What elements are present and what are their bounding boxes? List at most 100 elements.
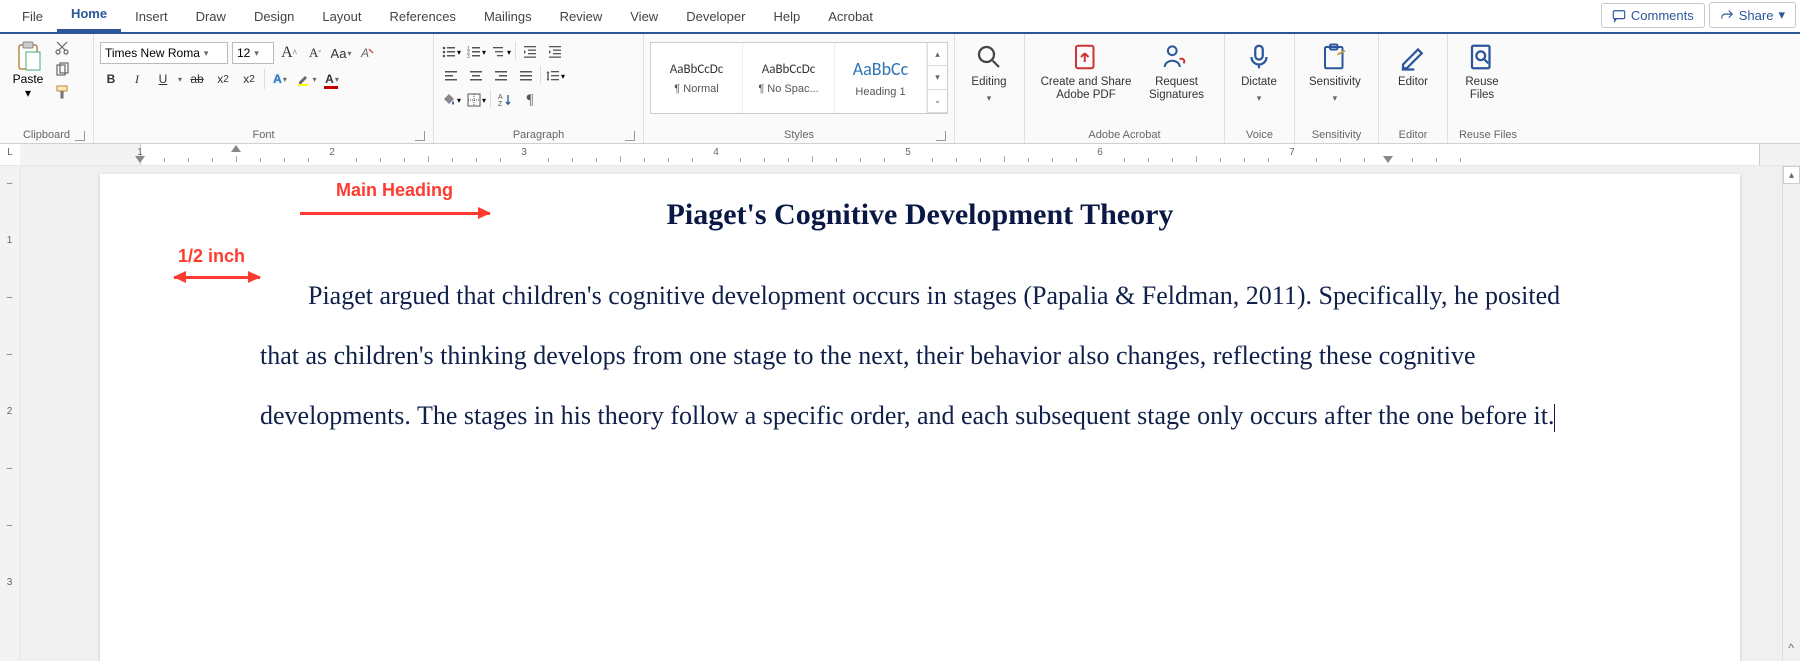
grow-font-button[interactable]: A^: [278, 42, 300, 64]
annotation-main-heading: Main Heading: [336, 180, 453, 201]
tab-acrobat[interactable]: Acrobat: [814, 1, 887, 32]
increase-indent-button[interactable]: [544, 42, 566, 62]
bold-button[interactable]: B: [100, 68, 122, 90]
comments-button[interactable]: Comments: [1601, 3, 1705, 28]
editor-button[interactable]: Editor: [1385, 38, 1441, 93]
vertical-scrollbar[interactable]: ▴: [1782, 166, 1800, 661]
document-body[interactable]: Piaget argued that children's cognitive …: [260, 266, 1580, 445]
numbering-button[interactable]: 123▾: [465, 42, 487, 62]
share-button[interactable]: Share ▾: [1709, 2, 1796, 28]
svg-text:A: A: [360, 46, 369, 60]
group-label-reuse: Reuse Files: [1454, 126, 1522, 143]
scroll-up-button[interactable]: ▴: [1783, 166, 1800, 184]
styles-gallery[interactable]: AaBbCcDc ¶ Normal AaBbCcDc ¶ No Spac... …: [650, 42, 948, 114]
group-editing: Editing ▾: [955, 34, 1025, 143]
chevron-down-icon: ▾: [25, 86, 31, 100]
shrink-font-button[interactable]: Aˇ: [304, 42, 326, 64]
borders-button[interactable]: ▾: [465, 90, 487, 110]
dialog-launcher-icon[interactable]: [625, 131, 635, 141]
styles-scroll[interactable]: ▴▾⌄: [927, 43, 947, 113]
comment-icon: [1612, 9, 1626, 23]
group-label-acrobat: Adobe Acrobat: [1031, 126, 1218, 143]
highlight-button[interactable]: ▾: [295, 68, 317, 90]
tab-help[interactable]: Help: [759, 1, 814, 32]
style-normal[interactable]: AaBbCcDc ¶ Normal: [651, 43, 743, 113]
align-right-button[interactable]: [490, 66, 512, 86]
shading-button[interactable]: ▾: [440, 90, 462, 110]
text-effects-button[interactable]: A▾: [269, 68, 291, 90]
decrease-indent-button[interactable]: [519, 42, 541, 62]
collapse-ribbon-button[interactable]: ^: [1788, 641, 1794, 655]
paste-button[interactable]: Paste ▾: [6, 38, 50, 102]
microphone-icon: [1244, 42, 1274, 72]
group-label-styles: Styles: [650, 126, 948, 143]
tab-developer[interactable]: Developer: [672, 1, 759, 32]
font-color-button[interactable]: A▾: [321, 68, 343, 90]
tab-mailings[interactable]: Mailings: [470, 1, 546, 32]
create-share-pdf-button[interactable]: Create and ShareAdobe PDF: [1031, 38, 1141, 106]
tab-view[interactable]: View: [616, 1, 672, 32]
reuse-files-button[interactable]: ReuseFiles: [1454, 38, 1510, 106]
ribbon: Paste ▾ Clipboard Times New Roma▾ 12▾ A^…: [0, 34, 1800, 144]
underline-button[interactable]: U: [152, 68, 174, 90]
clipboard-icon: [12, 40, 44, 72]
copy-icon[interactable]: [54, 62, 70, 78]
tab-insert[interactable]: Insert: [121, 1, 182, 32]
tab-layout[interactable]: Layout: [308, 1, 375, 32]
format-painter-icon[interactable]: [54, 84, 70, 100]
document-canvas[interactable]: Main Heading 1/2 inch Piaget's Cognitive…: [20, 166, 1782, 661]
tab-draw[interactable]: Draw: [182, 1, 240, 32]
document-area: –1––2––3 Main Heading 1/2 inch Piaget's …: [0, 166, 1800, 661]
italic-button[interactable]: I: [126, 68, 148, 90]
editing-button[interactable]: Editing ▾: [961, 38, 1017, 108]
align-center-button[interactable]: [465, 66, 487, 86]
sort-button[interactable]: AZ: [494, 90, 516, 110]
group-label-sensitivity: Sensitivity: [1301, 126, 1372, 143]
font-name-combo[interactable]: Times New Roma▾: [100, 42, 228, 64]
group-label-font: Font: [100, 126, 427, 143]
multilevel-list-button[interactable]: ▾: [490, 42, 512, 62]
text-cursor: [1554, 404, 1555, 432]
group-label-clipboard: Clipboard: [6, 126, 87, 143]
align-left-button[interactable]: [440, 66, 462, 86]
vertical-ruler[interactable]: –1––2––3: [0, 166, 20, 661]
svg-text:3: 3: [467, 54, 470, 60]
sensitivity-button[interactable]: Sensitivity ▾: [1301, 38, 1369, 108]
dialog-launcher-icon[interactable]: [936, 131, 946, 141]
clear-formatting-button[interactable]: A: [356, 42, 378, 64]
group-sensitivity: Sensitivity ▾ Sensitivity: [1295, 34, 1379, 143]
group-styles: AaBbCcDc ¶ Normal AaBbCcDc ¶ No Spac... …: [644, 34, 955, 143]
group-label-editing: [961, 138, 1018, 143]
request-signatures-button[interactable]: RequestSignatures: [1141, 38, 1212, 106]
paste-label: Paste: [13, 72, 44, 86]
change-case-button[interactable]: Aa▾: [330, 42, 352, 64]
tab-references[interactable]: References: [375, 1, 469, 32]
group-clipboard: Paste ▾ Clipboard: [0, 34, 94, 143]
document-title: Piaget's Cognitive Development Theory: [260, 198, 1580, 232]
cut-icon[interactable]: [54, 40, 70, 56]
share-icon: [1720, 8, 1734, 22]
show-marks-button[interactable]: ¶: [519, 90, 541, 110]
superscript-button[interactable]: x2: [238, 68, 260, 90]
tab-selector[interactable]: L: [0, 144, 20, 165]
dictate-button[interactable]: Dictate ▾: [1231, 38, 1287, 108]
style-no-spacing[interactable]: AaBbCcDc ¶ No Spac...: [743, 43, 835, 113]
tab-file[interactable]: File: [8, 1, 57, 32]
horizontal-ruler[interactable]: L 1234567: [0, 144, 1800, 166]
tab-review[interactable]: Review: [546, 1, 617, 32]
font-size-combo[interactable]: 12▾: [232, 42, 274, 64]
annotation-arrow-heading: [300, 212, 490, 215]
subscript-button[interactable]: x2: [212, 68, 234, 90]
tab-home[interactable]: Home: [57, 0, 121, 32]
group-editor: Editor Editor: [1379, 34, 1448, 143]
svg-text:Z: Z: [498, 101, 503, 108]
group-label-paragraph: Paragraph: [440, 126, 637, 143]
tab-design[interactable]: Design: [240, 1, 308, 32]
dialog-launcher-icon[interactable]: [415, 131, 425, 141]
bullets-button[interactable]: ▾: [440, 42, 462, 62]
strikethrough-button[interactable]: ab: [186, 68, 208, 90]
dialog-launcher-icon[interactable]: [75, 131, 85, 141]
justify-button[interactable]: [515, 66, 537, 86]
style-heading-1[interactable]: AaBbCc Heading 1: [835, 43, 927, 113]
line-spacing-button[interactable]: ▾: [544, 66, 566, 86]
